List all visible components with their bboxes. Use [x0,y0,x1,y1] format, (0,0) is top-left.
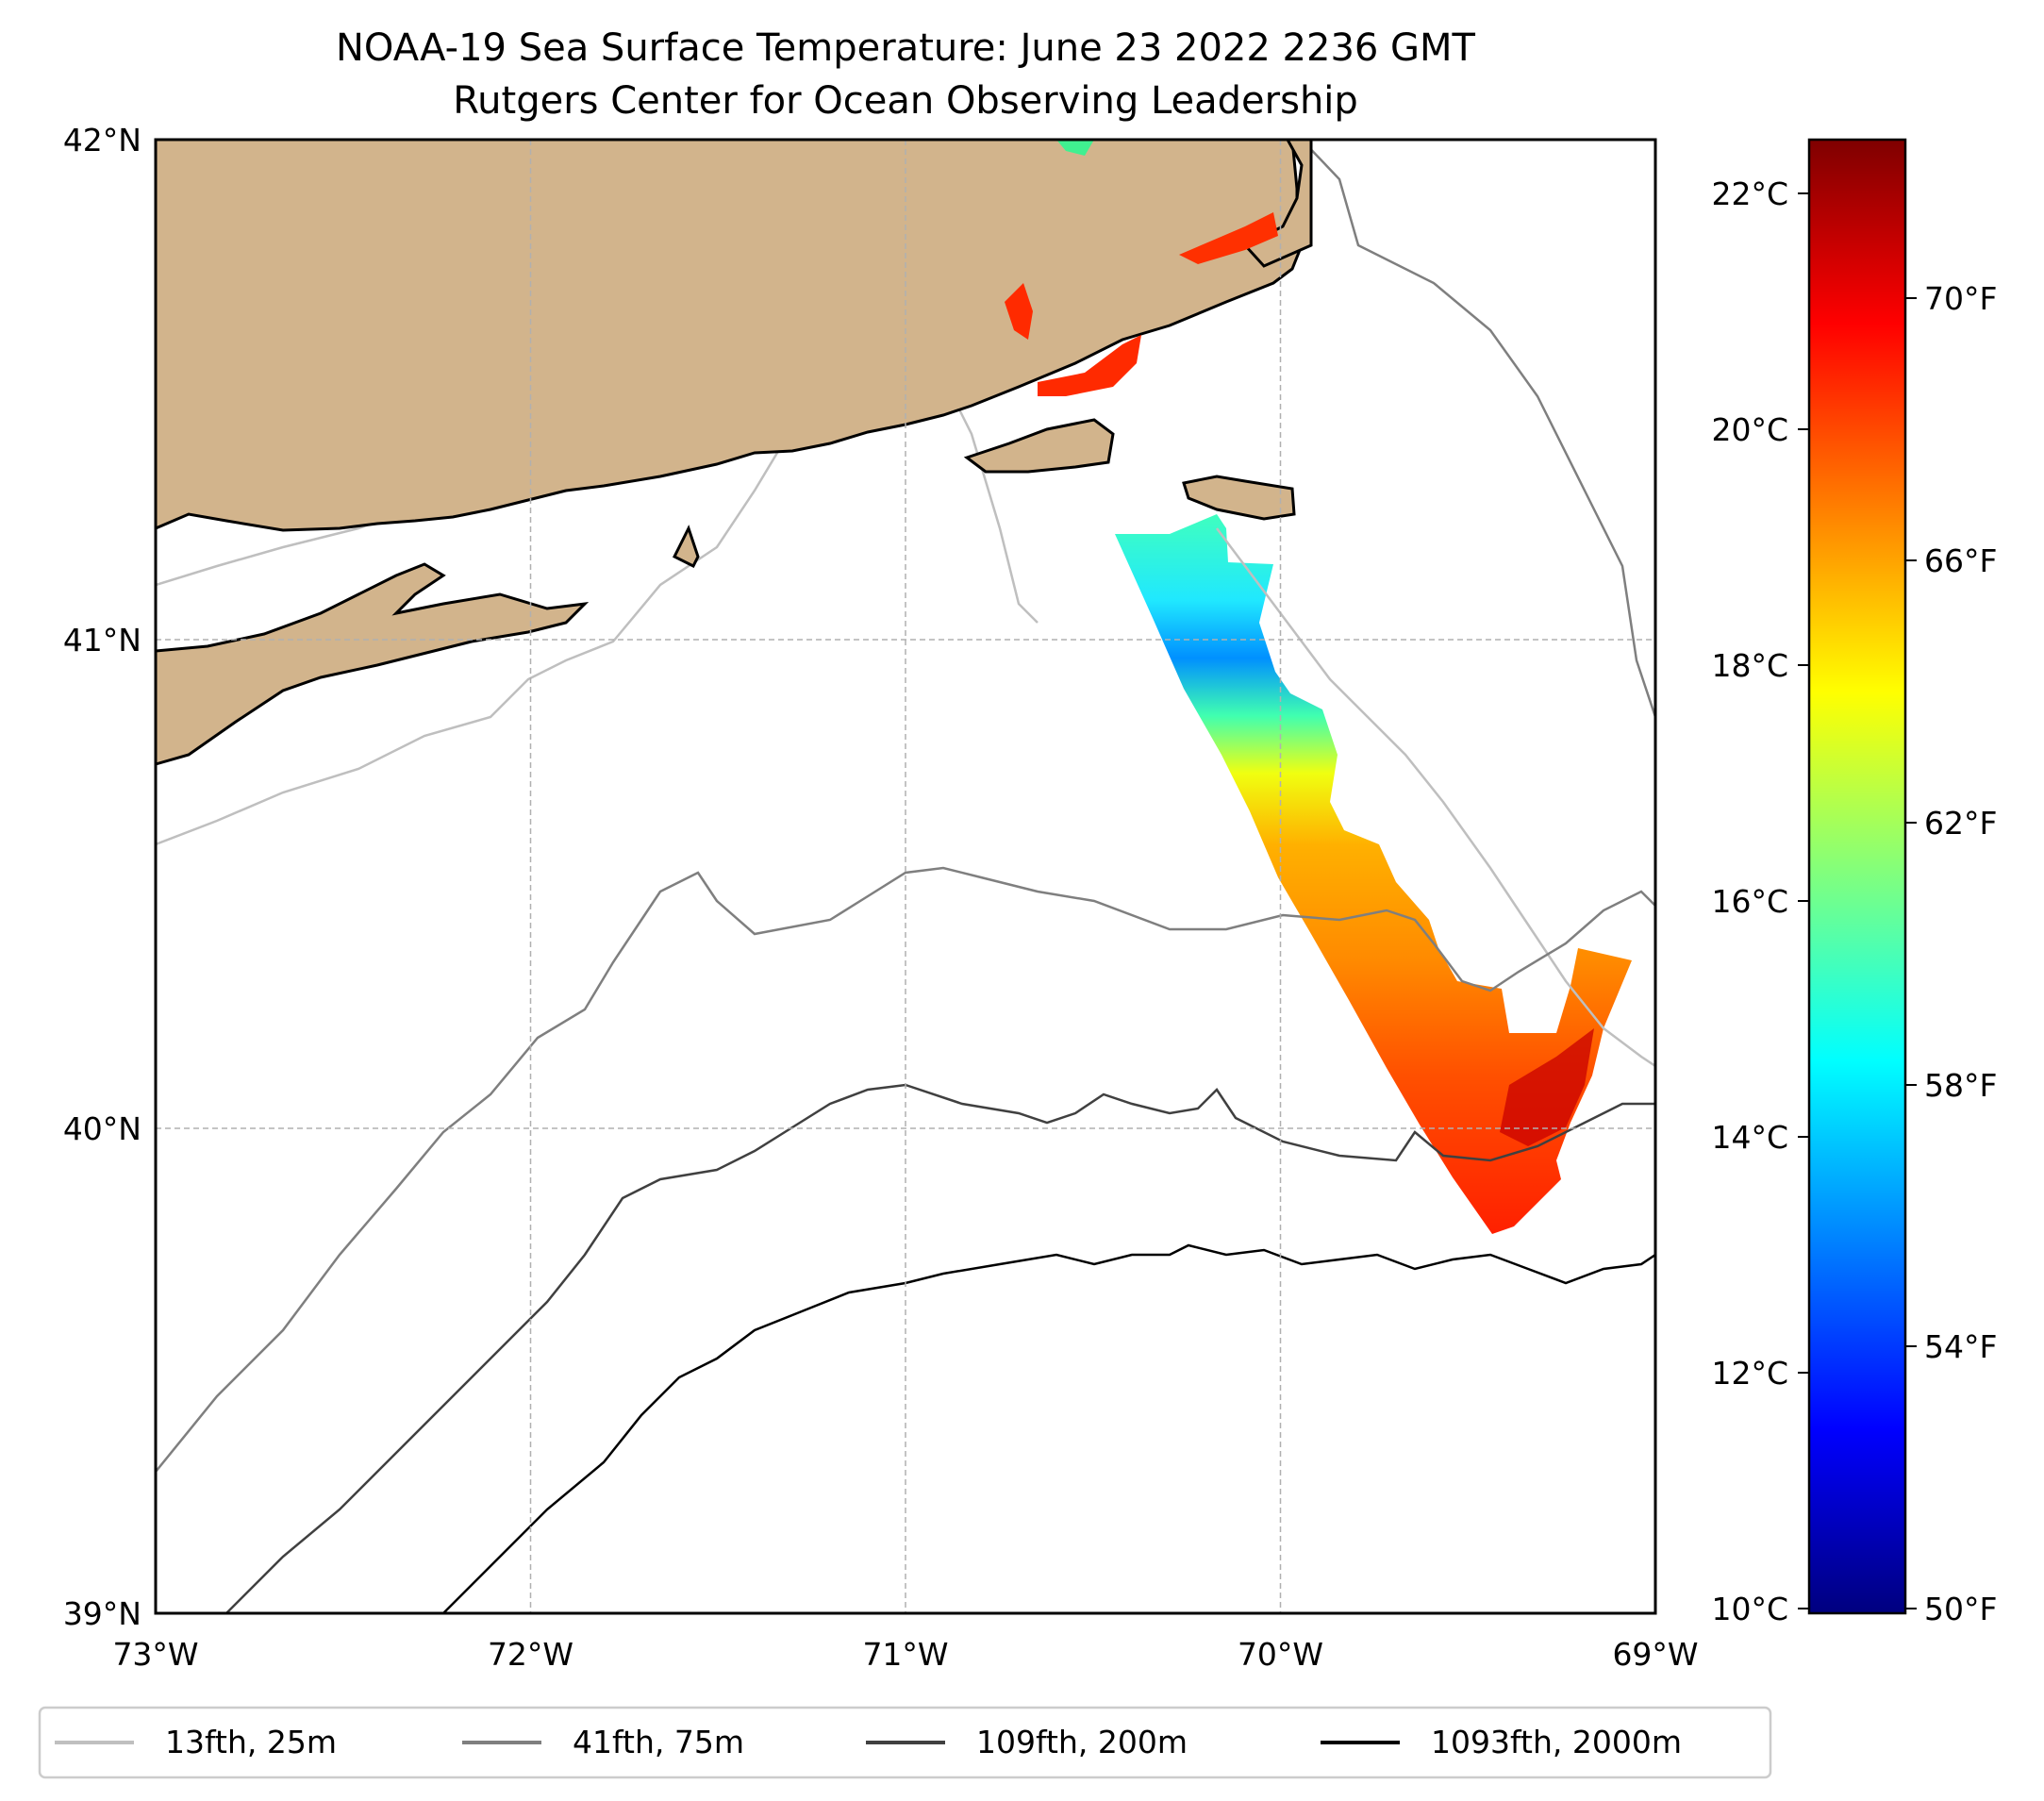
y-tick-39n: 39°N [63,1595,141,1632]
legend-label-2000m: 1093fth, 2000m [1431,1724,1682,1760]
legend-item-25m: 13fth, 25m [55,1724,337,1760]
sst-boston-harbor [1056,140,1094,156]
chart-title-line2: Rutgers Center for Ocean Observing Leade… [453,79,1358,123]
chart-title-line1: NOAA-19 Sea Surface Temperature: June 23… [336,26,1476,70]
colorbar-c-label-22: 22°C [1711,175,1788,212]
colorbar-celsius-ticks: 22°C 20°C 18°C 16°C 14°C 12°C 10°C [1711,175,1809,1627]
legend-item-75m: 41fth, 75m [462,1724,744,1760]
colorbar-c-label-14: 14°C [1711,1119,1788,1156]
legend-item-2000m: 1093fth, 2000m [1321,1724,1682,1760]
land-marthas-vineyard [963,418,1115,474]
sst-swath [1115,514,1632,1234]
y-tick-42n: 42°N [63,122,141,158]
land-new-england [156,140,1304,532]
colorbar: 22°C 20°C 18°C 16°C 14°C 12°C 10°C 70°F … [1711,138,1997,1627]
y-axis-ticks: 42°N 41°N 40°N 39°N [63,122,141,1632]
contour-25m-d [1216,527,1655,1068]
colorbar-fahrenheit-ticks: 70°F 66°F 62°F 58°F 54°F 50°F [1905,280,1997,1627]
sst-narragansett [1005,283,1033,340]
legend-item-200m: 109fth, 200m [866,1724,1188,1760]
colorbar-f-label-54: 54°F [1924,1328,1997,1365]
x-tick-73w: 73°W [112,1636,198,1673]
legend-label-25m: 13fth, 25m [165,1724,337,1760]
map-area [156,140,1655,1613]
colorbar-f-label-62: 62°F [1924,805,1997,842]
sst-cape-cod-bay [1179,212,1278,264]
contour-75m [156,866,1655,1473]
x-tick-72w: 72°W [488,1636,573,1673]
legend-label-200m: 109fth, 200m [976,1724,1188,1760]
land-block-island [672,525,700,569]
colorbar-c-label-18: 18°C [1711,647,1788,684]
x-tick-69w: 69°W [1612,1636,1698,1673]
y-tick-41n: 41°N [63,622,141,659]
land-nantucket [1182,475,1296,521]
map-frame [154,138,1657,1615]
sst-warm-core [1500,1028,1594,1146]
legend-label-75m: 41fth, 75m [573,1724,744,1760]
colorbar-c-label-16: 16°C [1711,883,1788,920]
bathymetry-contours [156,140,1655,1613]
legend: 13fth, 25m 41fth, 75m 109fth, 200m 1093f… [38,1706,1772,1779]
land [156,140,1313,766]
x-tick-70w: 70°W [1238,1636,1323,1673]
contour-25m [156,375,1039,846]
colorbar-f-label-70: 70°F [1924,280,1997,317]
contour-75m-b [1301,140,1655,718]
colorbar-bar [1807,138,1907,1615]
colorbar-f-label-50: 50°F [1924,1591,1997,1627]
x-tick-71w: 71°W [862,1636,948,1673]
land-cape-cod [1242,140,1313,268]
colorbar-c-label-10: 10°C [1711,1591,1788,1627]
colorbar-f-label-58: 58°F [1924,1067,1997,1104]
gridlines [156,140,1655,1613]
y-tick-40n: 40°N [63,1110,141,1147]
colorbar-c-label-20: 20°C [1711,411,1788,448]
land-long-island [156,562,590,766]
contour-2000m [442,1243,1655,1613]
x-axis-ticks: 73°W 72°W 71°W 70°W 69°W [112,1636,1698,1673]
colorbar-c-label-12: 12°C [1711,1355,1788,1392]
sst-buzzards-bay [1038,335,1141,396]
contour-200m [225,1083,1655,1613]
colorbar-f-label-66: 66°F [1924,542,1997,579]
